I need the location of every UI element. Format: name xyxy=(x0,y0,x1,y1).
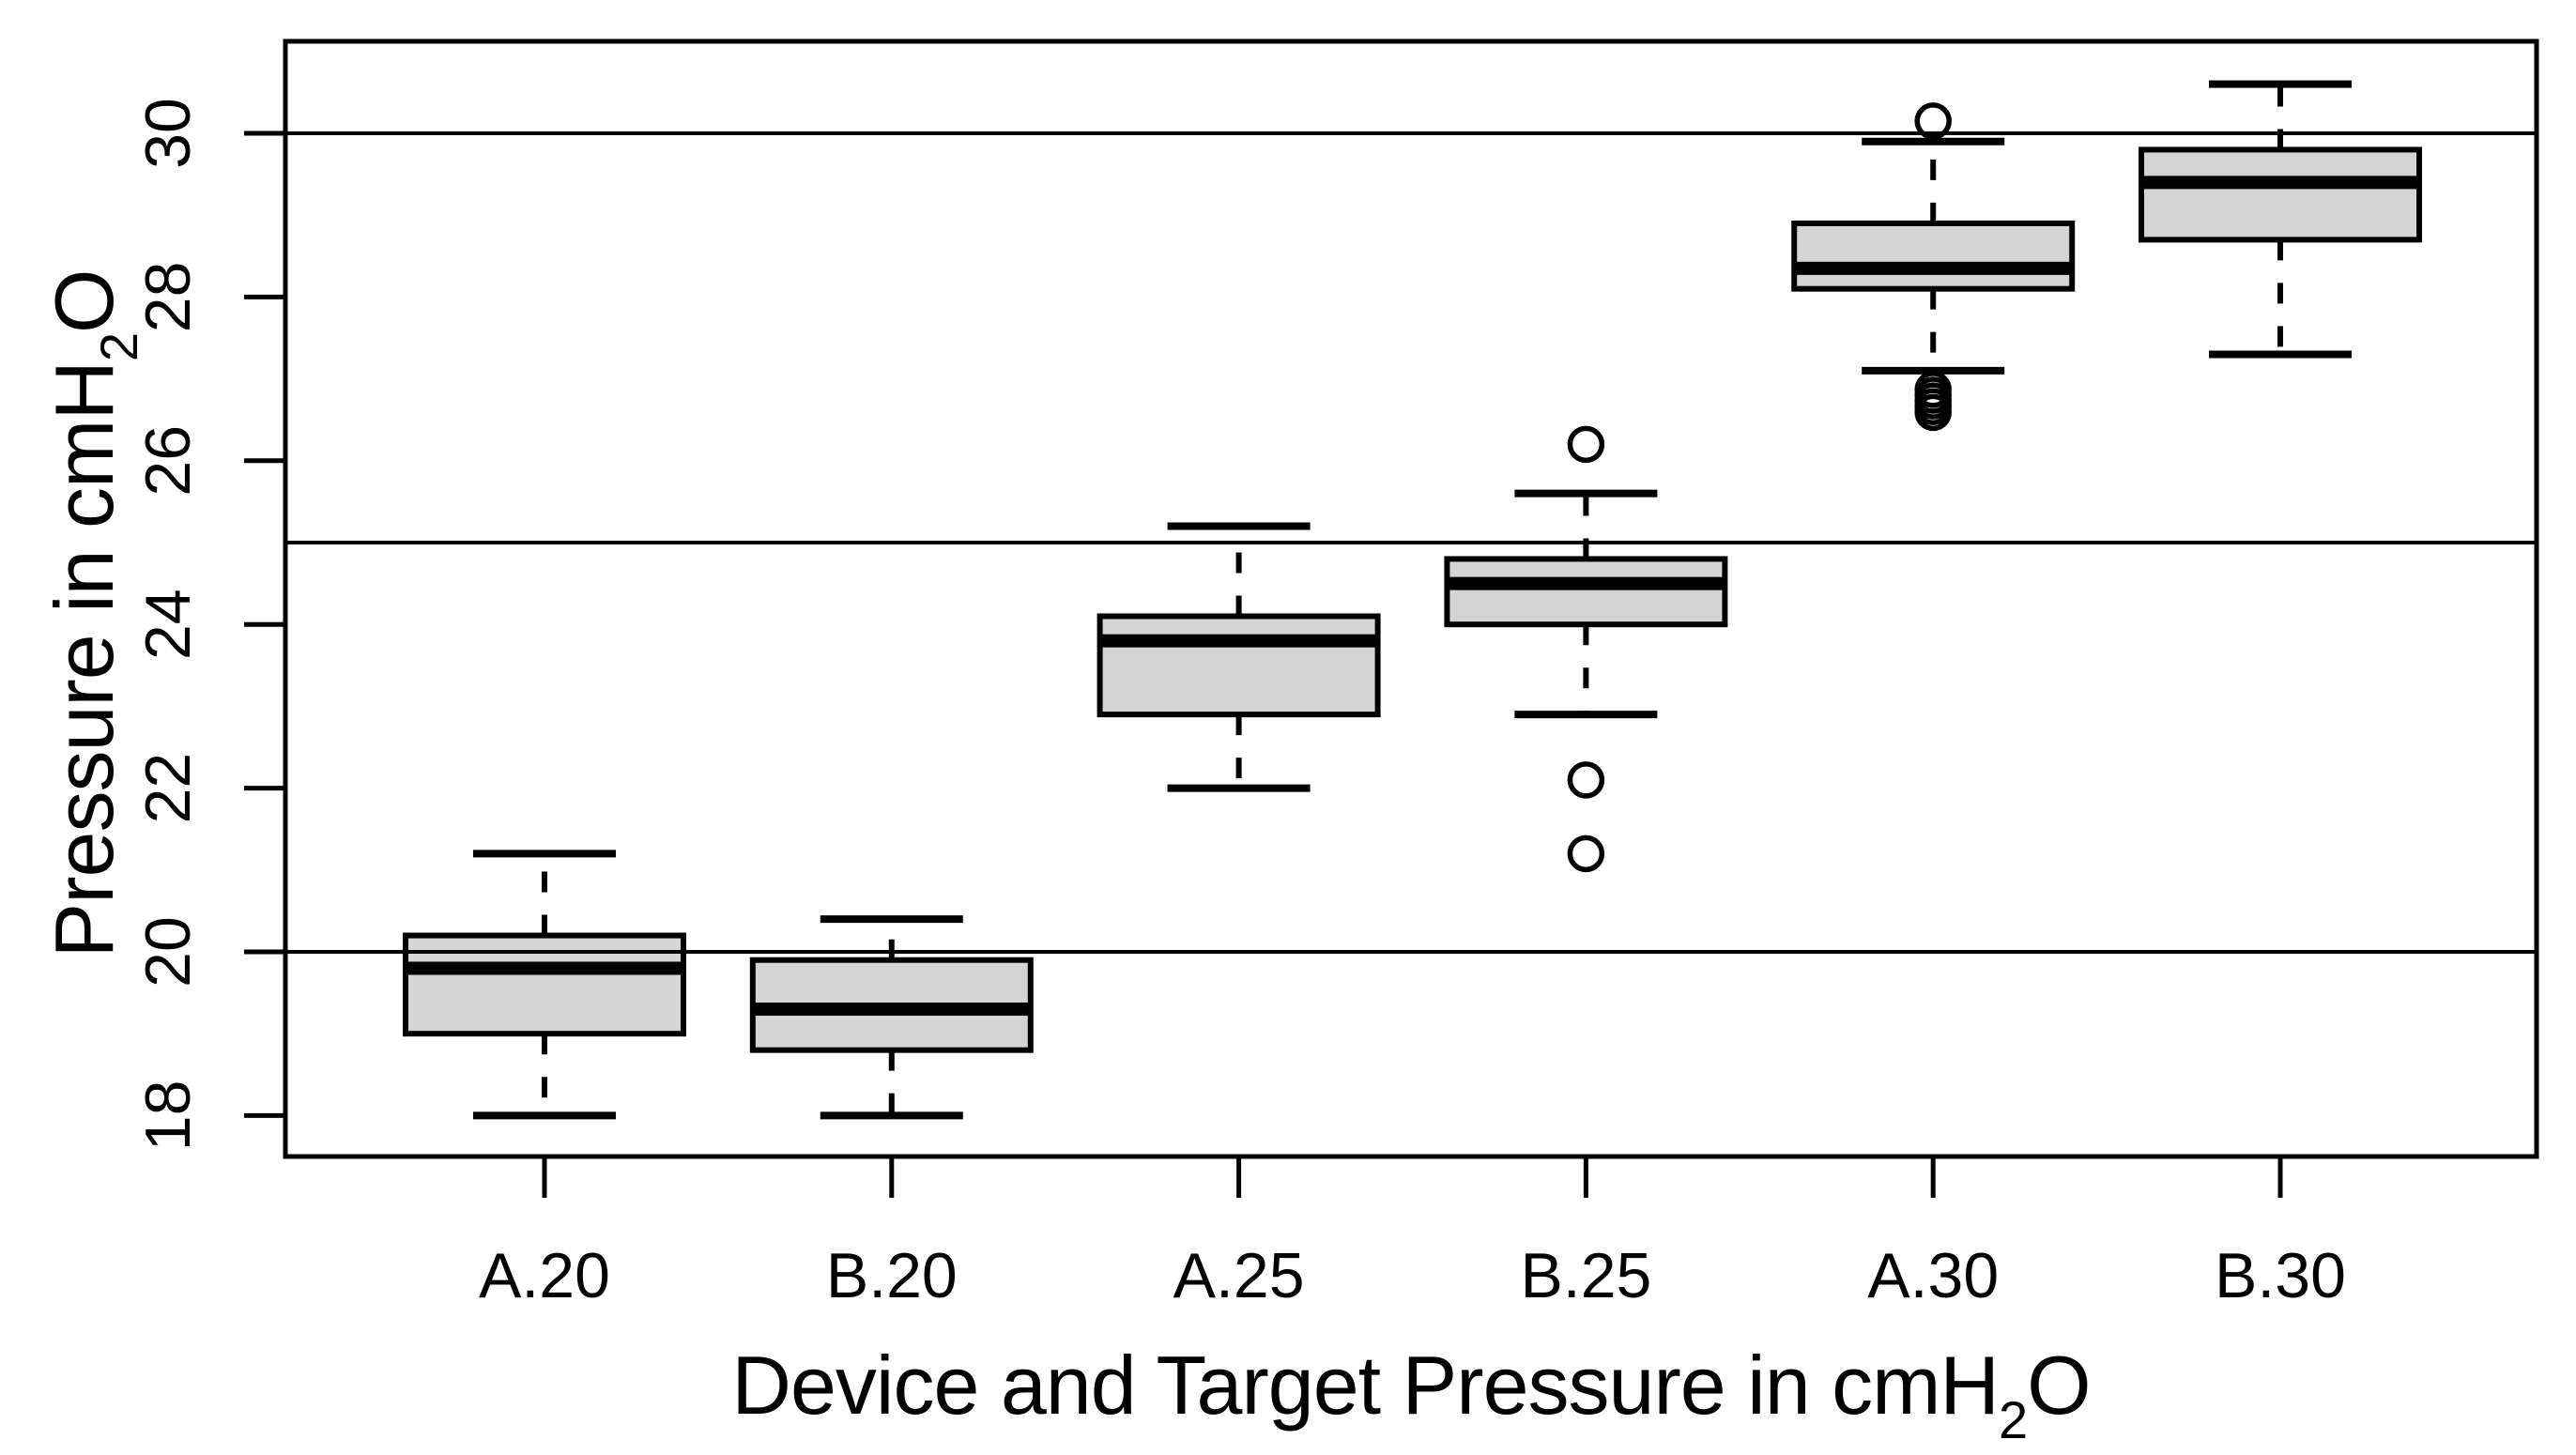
boxplot-A.30 xyxy=(1791,102,2076,432)
boxplot-A.25 xyxy=(1096,522,1381,792)
y-tick-label-22: 22 xyxy=(132,753,204,824)
y-tick-label-26: 26 xyxy=(132,425,204,497)
y-tick-label-18: 18 xyxy=(132,1080,204,1152)
iqr-box xyxy=(2139,146,2422,243)
x-tick-label-A.25: A.25 xyxy=(1173,1240,1305,1311)
x-axis-title-text: O xyxy=(2027,1339,2090,1432)
boxplot-B.20 xyxy=(749,915,1034,1120)
outlier-point xyxy=(1914,393,1952,432)
iqr-box xyxy=(1791,220,2076,292)
x-tick-label-B.20: B.20 xyxy=(826,1240,958,1311)
iqr-box xyxy=(1444,556,1728,628)
y-tick-label-28: 28 xyxy=(132,262,204,333)
x-tick-label-B.30: B.30 xyxy=(2215,1240,2346,1311)
outlier-point xyxy=(1567,835,1605,873)
x-tick-label-B.25: B.25 xyxy=(1520,1240,1651,1311)
outlier-point xyxy=(1914,102,1952,140)
x-axis-title-subscript: 2 xyxy=(1999,1390,2027,1449)
y-axis-title-text: Pressure in cmH xyxy=(38,361,130,957)
y-tick-label-20: 20 xyxy=(132,916,204,988)
x-tick-label-A.20: A.20 xyxy=(479,1240,610,1311)
plot-border xyxy=(283,38,2539,1159)
boxplot-A.20 xyxy=(403,850,686,1120)
y-axis-title-subscript: 2 xyxy=(89,333,148,361)
x-tick-label-A.30: A.30 xyxy=(1867,1240,1999,1311)
x-axis-title-text: Device and Target Pressure in cmH xyxy=(731,1339,1999,1432)
y-axis-title-text: O xyxy=(38,270,130,333)
boxplot-B.30 xyxy=(2139,80,2422,359)
y-axis-title: Pressure in cmH2O xyxy=(38,270,148,958)
outlier-point xyxy=(1567,425,1605,464)
x-axis-title: Device and Target Pressure in cmH2O xyxy=(731,1339,2090,1449)
y-tick-label-24: 24 xyxy=(132,589,204,660)
iqr-box xyxy=(1096,613,1381,718)
boxplot-B.25 xyxy=(1444,425,1728,873)
outlier-point xyxy=(1567,761,1605,799)
y-tick-label-30: 30 xyxy=(132,98,204,169)
